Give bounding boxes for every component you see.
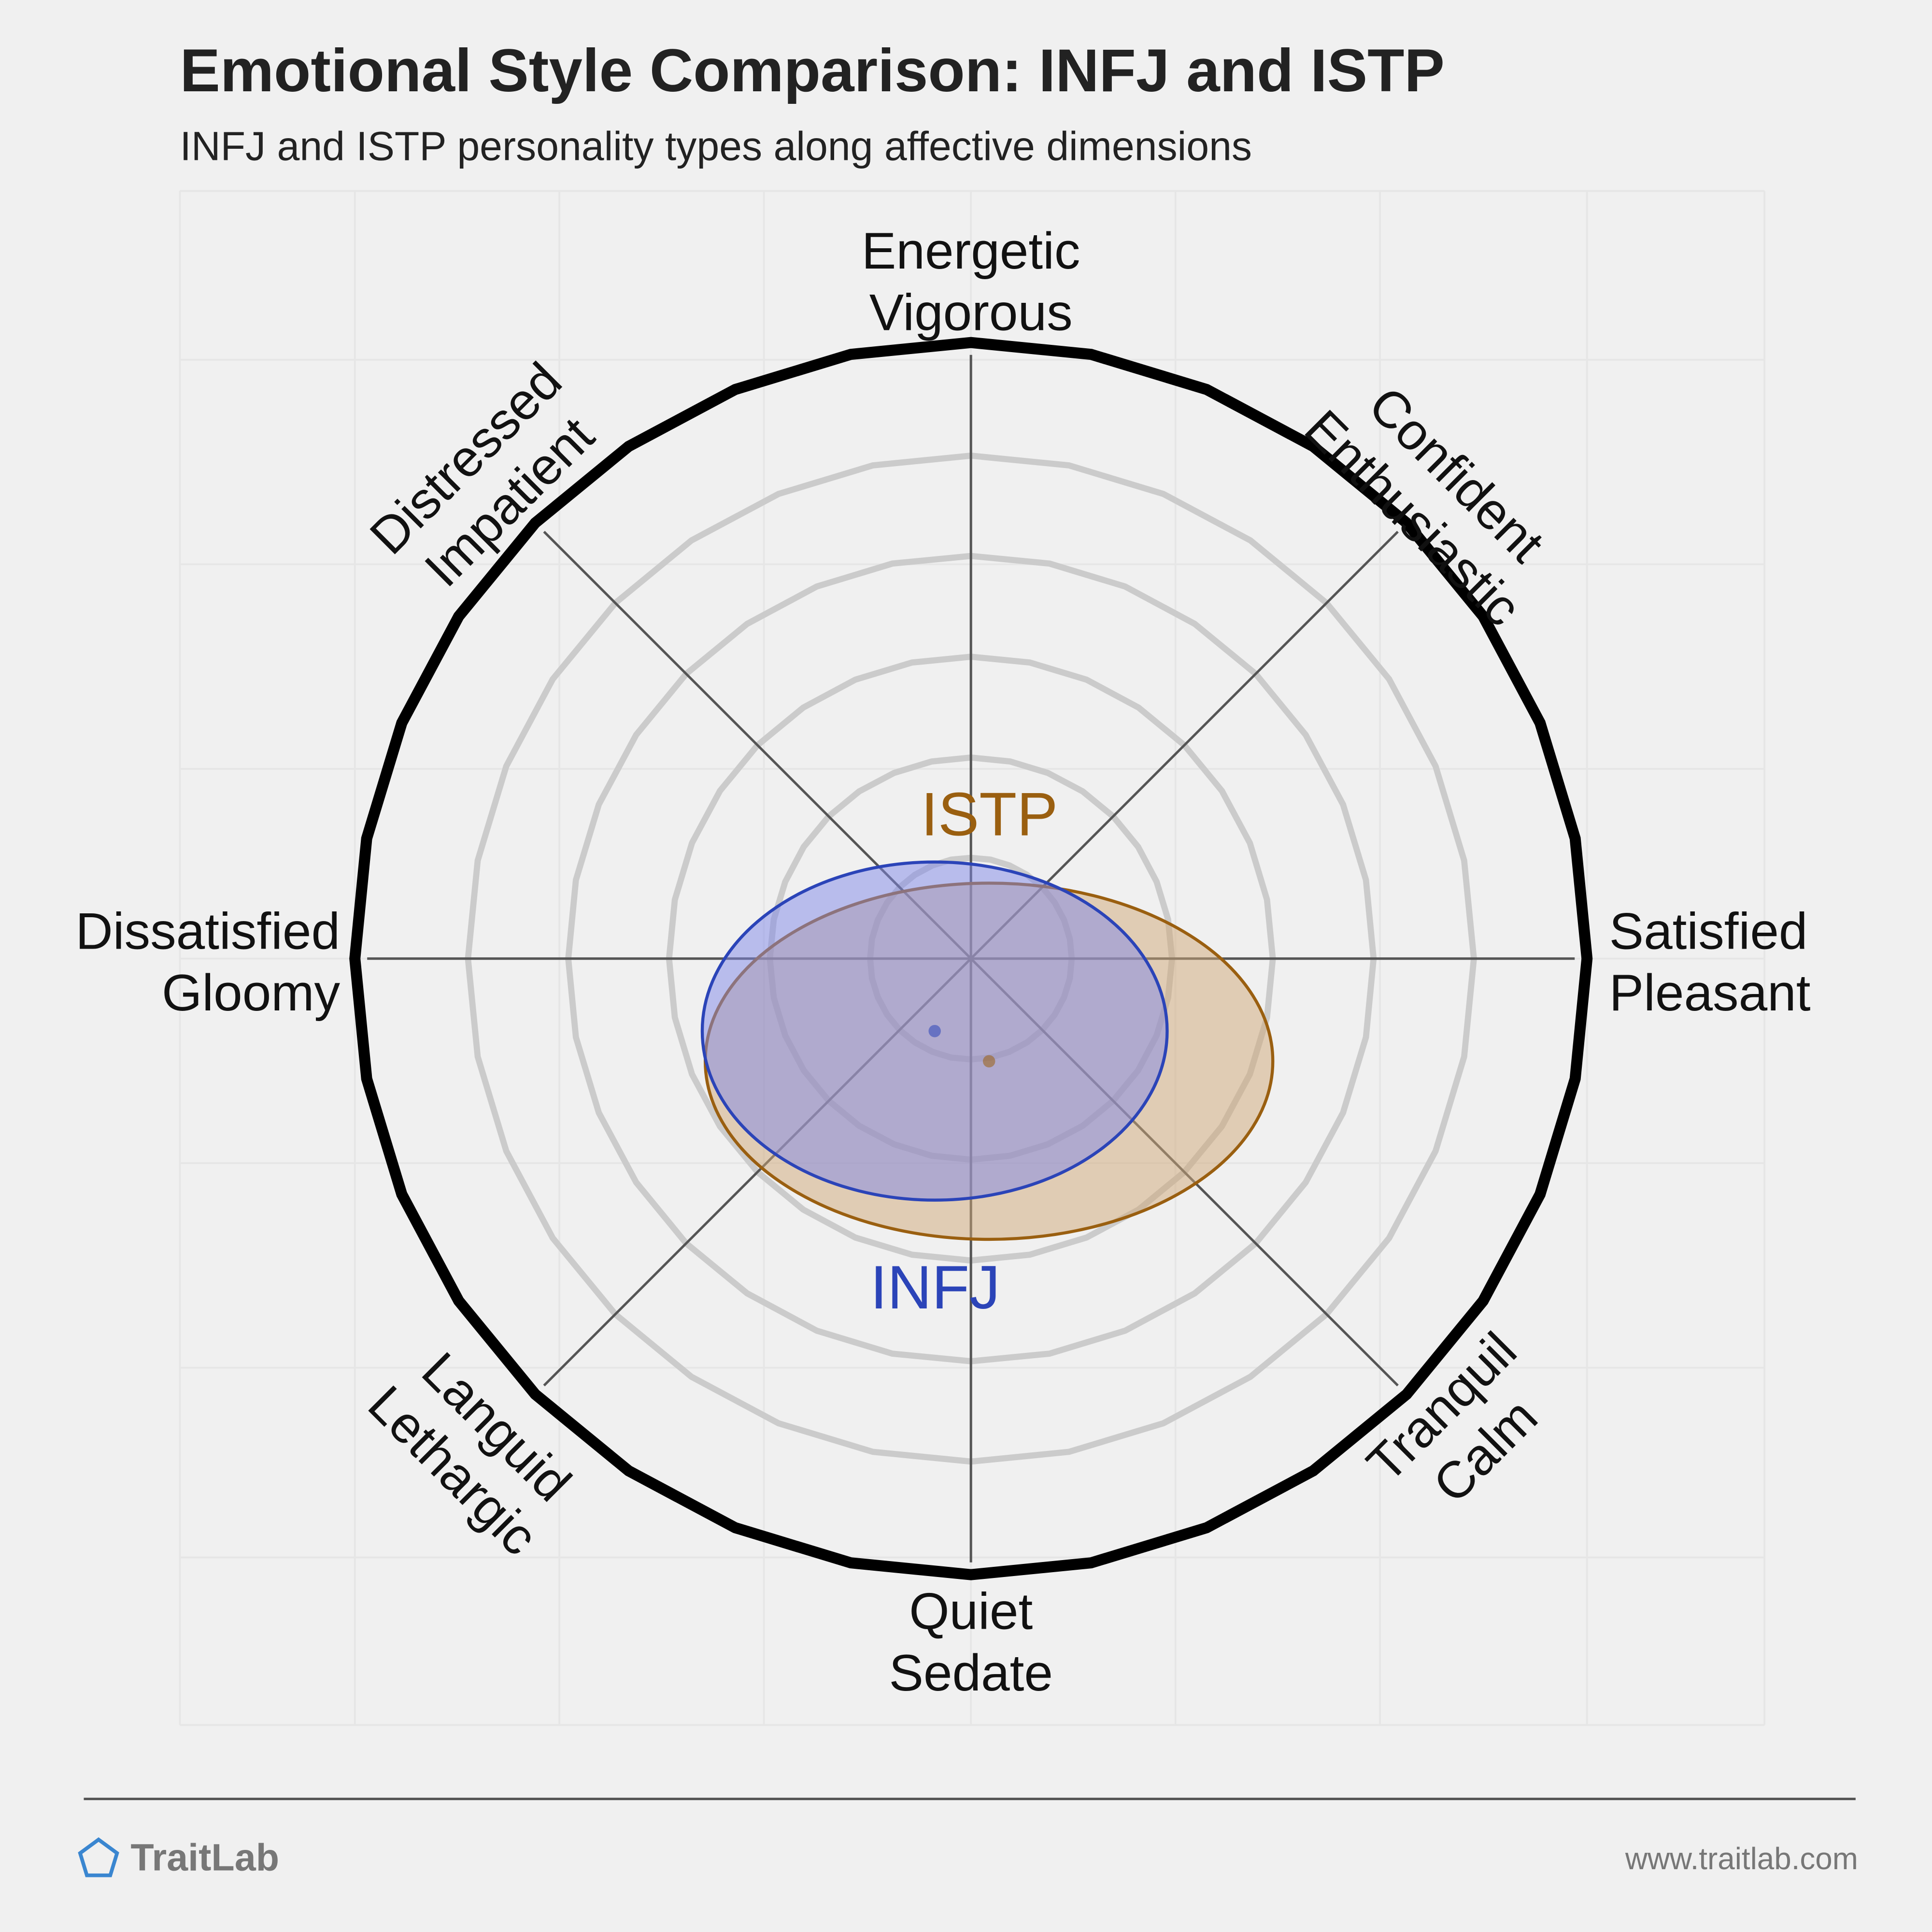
axis-label: Gloomy <box>162 964 341 1022</box>
axis-label: Pleasant <box>1609 964 1811 1022</box>
axis-label: Satisfied <box>1609 902 1808 960</box>
axis-label: Dissatisfied <box>75 902 340 960</box>
chart-title: Emotional Style Comparison: INFJ and IST… <box>180 38 1445 105</box>
axis-label: Quiet <box>909 1582 1033 1640</box>
series-label-infj: INFJ <box>870 1253 1000 1322</box>
footer-divider <box>84 1797 1856 1801</box>
site-url: www.traitlab.com <box>1625 1842 1858 1877</box>
brand-name: TraitLab <box>130 1836 280 1879</box>
center-dot-istp <box>982 1055 995 1067</box>
brand-logo: TraitLab <box>76 1836 279 1880</box>
axis-label: Energetic <box>862 222 1080 280</box>
outer-ring <box>349 337 1593 1580</box>
pentagon-icon <box>78 1837 119 1877</box>
series-label-istp: ISTP <box>921 781 1058 849</box>
axis-label: Sedate <box>889 1644 1053 1702</box>
center-dot-infj <box>928 1024 941 1037</box>
axis-label: Vigorous <box>869 284 1073 341</box>
chart-subtitle: INFJ and ISTP personality types along af… <box>180 123 1252 169</box>
